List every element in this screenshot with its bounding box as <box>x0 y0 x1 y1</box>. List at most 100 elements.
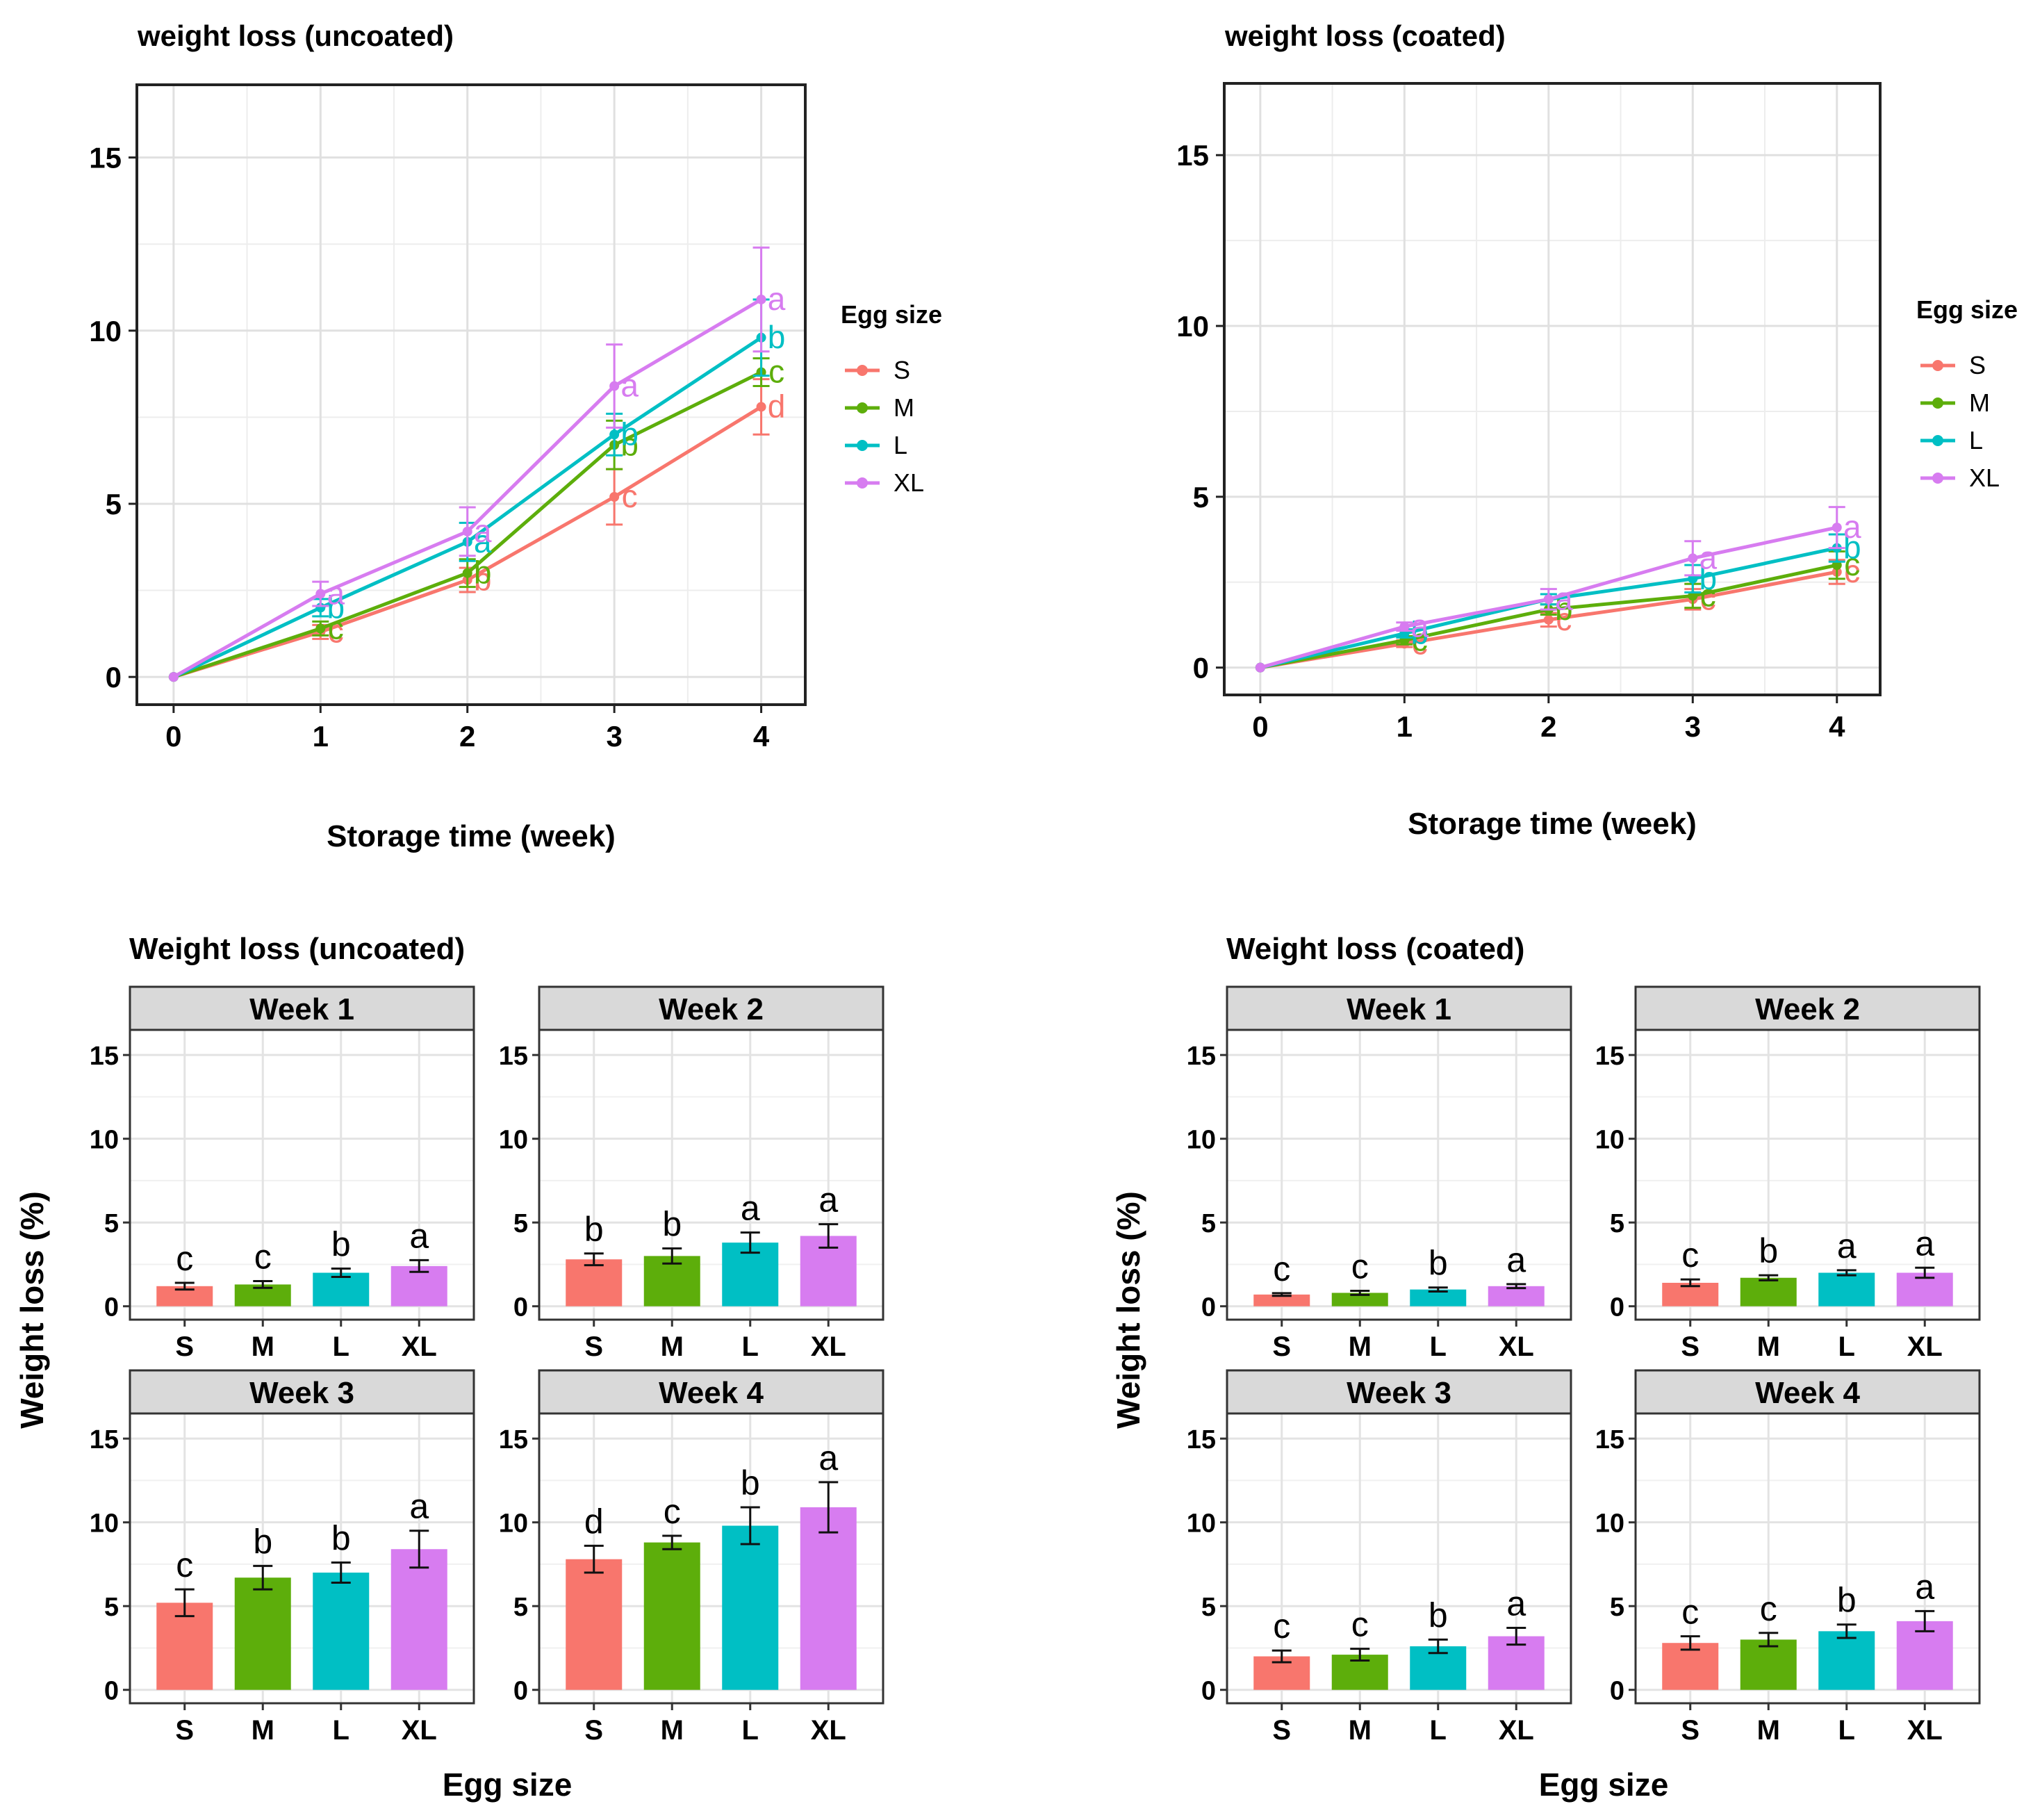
x-tick-label: XL <box>1499 1715 1534 1746</box>
significance-letter: a <box>1506 1240 1526 1279</box>
bar-chart-uncoated: Weight loss (uncoated) Weight loss (%) Egg… <box>14 932 884 1803</box>
error-bar <box>409 1259 429 1273</box>
plot-border <box>1223 82 1882 696</box>
bar-XL <box>390 1549 447 1690</box>
significance-letter: b <box>1429 1596 1448 1634</box>
error-bar <box>1271 1292 1292 1297</box>
error-bar <box>818 1223 839 1249</box>
significance-letter: a <box>474 513 492 549</box>
significance-letter: c <box>254 1238 272 1277</box>
x-axis-label: Storage time (week) <box>1408 807 1697 841</box>
legend-key-point <box>1932 473 1943 484</box>
x-axis-label: Egg size <box>1539 1766 1669 1803</box>
y-tick-label: 10 <box>89 315 122 347</box>
significance-letter: c <box>1844 546 1860 582</box>
y-tick-label: 5 <box>1201 1209 1216 1238</box>
significance-letter: c <box>1760 1589 1777 1628</box>
y-tick-label: 15 <box>499 1042 528 1071</box>
facet-week-3: Week 3 c b b a 0 5 10 15 S M L XL <box>90 1369 475 1746</box>
error-bar <box>253 1564 273 1591</box>
legend-entry-M: M <box>845 393 914 422</box>
facet-border <box>1634 1412 1981 1705</box>
legend: Egg size SML XL <box>1916 295 2018 492</box>
y-tick-label: 0 <box>1201 1677 1216 1706</box>
x-tick-label: S <box>1681 1715 1699 1746</box>
legend-entry-S: S <box>845 356 910 384</box>
facet-border <box>538 1028 884 1321</box>
x-tick-label: S <box>584 1331 603 1362</box>
significance-letter: b <box>768 319 786 355</box>
legend-key-point <box>1932 435 1943 446</box>
significance-letter: b <box>474 561 492 598</box>
error-bar <box>1836 1269 1857 1277</box>
facet-week-2: Week 2 c b a a 0 5 10 15 S M L XL <box>1595 985 1981 1362</box>
significance-letter: a <box>818 1181 838 1220</box>
significance-letter: c <box>1351 1605 1369 1644</box>
x-tick-label: XL <box>811 1715 846 1746</box>
significance-letter: b <box>1411 615 1429 651</box>
significance-letter: b <box>620 416 639 452</box>
facet-border <box>1226 1412 1572 1705</box>
significance-letter: a <box>1699 539 1717 575</box>
significance-letter: a <box>1555 580 1573 616</box>
error-bar <box>331 1267 351 1279</box>
x-tick-label: XL <box>402 1331 437 1362</box>
y-tick-label: 5 <box>513 1209 528 1238</box>
x-tick-label: M <box>1349 1715 1372 1746</box>
facet-strip-label: Week 3 <box>1347 1376 1451 1410</box>
x-tick-label: XL <box>811 1331 846 1362</box>
y-tick-label: 10 <box>90 1126 119 1155</box>
facet-border <box>1226 1028 1572 1321</box>
bar-XL <box>1488 1286 1545 1306</box>
y-tick-label: 10 <box>1176 310 1209 343</box>
data-point <box>315 589 326 599</box>
x-tick-label: XL <box>402 1715 437 1746</box>
x-tick-label: S <box>584 1715 603 1746</box>
y-tick-label: 10 <box>1595 1509 1624 1539</box>
legend-entry-L: L <box>845 431 907 459</box>
y-tick-label: 5 <box>1201 1593 1216 1622</box>
y-tick-label: 15 <box>1595 1425 1624 1454</box>
data-point <box>315 623 326 634</box>
significance-letter: a <box>620 368 639 404</box>
bar-L <box>1818 1272 1875 1306</box>
x-tick-label: M <box>661 1715 684 1746</box>
significance-letter: a <box>327 575 345 612</box>
x-tick-label: S <box>1272 1331 1291 1362</box>
y-tick-label: 10 <box>1595 1126 1624 1155</box>
x-tick-label: 1 <box>1397 710 1413 743</box>
legend-title: Egg size <box>841 300 942 329</box>
bar-M <box>1331 1293 1388 1306</box>
significance-letter: c <box>1700 577 1716 613</box>
bar-S <box>156 1602 213 1690</box>
significance-letter: a <box>768 281 786 317</box>
data-point <box>1832 523 1842 533</box>
y-tick-label: 15 <box>1595 1042 1624 1071</box>
data-point <box>756 294 766 304</box>
error-bar <box>1759 1632 1779 1648</box>
significance-letter: a <box>409 1487 429 1526</box>
facet-strip <box>1226 985 1572 1031</box>
error-bar <box>662 1247 682 1265</box>
x-tick-label: M <box>252 1331 274 1362</box>
facet-strip <box>1226 1369 1572 1415</box>
x-tick-label: S <box>175 1715 194 1746</box>
error-bar <box>1915 1609 1935 1632</box>
error-bar <box>662 1534 682 1550</box>
x-tick-label: 2 <box>459 720 475 753</box>
x-axis-label: Egg size <box>443 1766 573 1803</box>
x-tick-label: M <box>252 1715 274 1746</box>
significance-letter: b <box>741 1464 760 1502</box>
significance-letter: a <box>1915 1224 1934 1263</box>
error-bar <box>740 1506 760 1546</box>
facet-week-4: Week 4 d c b a 0 5 10 15 S M L XL <box>499 1369 884 1746</box>
x-tick-label: S <box>1681 1331 1699 1362</box>
y-axis-label: Weight loss (%) <box>14 1191 50 1429</box>
legend-label: S <box>894 356 910 384</box>
significance-letter: d <box>584 1502 604 1541</box>
significance-letter: b <box>1759 1231 1778 1270</box>
facet-panel <box>1227 1030 1571 1320</box>
significance-letter: a <box>1411 608 1429 644</box>
data-point <box>1688 553 1698 564</box>
x-tick-label: 4 <box>753 720 770 753</box>
